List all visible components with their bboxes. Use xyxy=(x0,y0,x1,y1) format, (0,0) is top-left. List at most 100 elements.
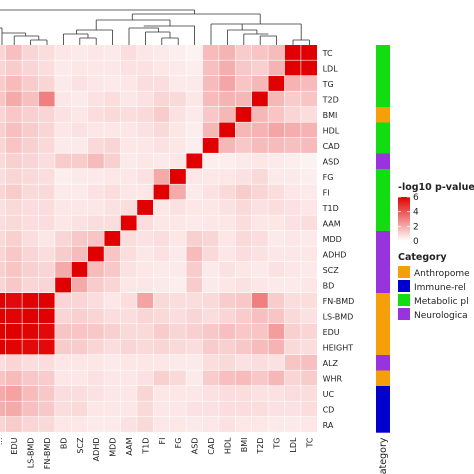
heatmap-cell xyxy=(202,231,219,246)
heatmap-cell xyxy=(219,308,235,324)
heatmap-cell xyxy=(235,277,252,293)
heatmap-cell xyxy=(252,246,268,262)
heatmap-cell xyxy=(153,60,170,76)
column-label: ADHD xyxy=(92,438,101,462)
heatmap-cell xyxy=(202,122,219,138)
heatmap-cell xyxy=(170,355,186,370)
heatmap-cell xyxy=(88,355,104,370)
category-bar-segment xyxy=(376,401,390,418)
heatmap-cell xyxy=(186,200,203,215)
heatmap-cell xyxy=(153,231,170,246)
heatmap-cell xyxy=(153,262,170,277)
heatmap-cell xyxy=(170,184,186,200)
category-legend-label: Immune-rel xyxy=(414,283,466,293)
heatmap-cell xyxy=(104,107,121,122)
heatmap-cell xyxy=(6,122,22,138)
heatmap-cell xyxy=(170,339,186,355)
category-legend-swatch xyxy=(398,308,410,320)
heatmap-cell xyxy=(219,401,235,417)
heatmap-cell xyxy=(6,200,22,215)
heatmap-cell xyxy=(88,60,104,76)
heatmap-cell xyxy=(55,200,71,215)
heatmap-cell xyxy=(88,386,104,401)
heatmap-cell xyxy=(202,417,219,432)
heatmap-cell xyxy=(0,200,6,215)
heatmap-cell xyxy=(153,215,170,231)
heatmap-cell xyxy=(137,401,153,417)
heatmap-cell xyxy=(219,91,235,107)
heatmap-cell xyxy=(88,138,104,153)
heatmap-cell xyxy=(38,107,55,122)
heatmap-cell xyxy=(202,76,219,91)
heatmap-cell xyxy=(284,107,301,122)
heatmap-cell xyxy=(219,293,235,308)
heatmap-cell xyxy=(268,355,285,370)
heatmap-cell xyxy=(170,45,186,60)
row-label: CD xyxy=(323,405,335,414)
heatmap-cell xyxy=(55,76,71,91)
heatmap-cell xyxy=(235,138,252,153)
heatmap-cell xyxy=(284,246,301,262)
heatmap-cell xyxy=(55,386,71,401)
heatmap-cell xyxy=(88,339,104,355)
category-bar-segment xyxy=(376,215,390,232)
heatmap-cell xyxy=(0,355,6,370)
heatmap-cell xyxy=(71,293,88,308)
heatmap-cell xyxy=(120,107,137,122)
heatmap-cell xyxy=(235,339,252,355)
heatmap-cell xyxy=(38,355,55,370)
row-label: FI xyxy=(323,188,330,197)
heatmap-cell xyxy=(219,76,235,91)
heatmap-cell xyxy=(202,386,219,401)
heatmap-cell xyxy=(6,231,22,246)
heatmap-cell xyxy=(38,370,55,386)
heatmap-cell xyxy=(22,200,39,215)
heatmap-cell xyxy=(120,215,137,231)
heatmap-cell xyxy=(284,370,301,386)
heatmap-cell xyxy=(104,262,121,277)
heatmap-cell xyxy=(0,153,6,169)
column-label: HDL xyxy=(223,437,232,454)
heatmap-cell xyxy=(219,107,235,122)
heatmap-cell xyxy=(186,107,203,122)
heatmap-cell xyxy=(137,107,153,122)
heatmap-cell xyxy=(219,60,235,76)
heatmap-cell xyxy=(170,169,186,184)
heatmap-cell xyxy=(6,370,22,386)
heatmap-cell xyxy=(55,339,71,355)
heatmap-cell xyxy=(71,122,88,138)
heatmap-cell xyxy=(284,386,301,401)
heatmap-cell xyxy=(186,169,203,184)
row-label: AAM xyxy=(323,219,341,228)
column-label: BD xyxy=(59,438,68,450)
heatmap-cell xyxy=(22,60,39,76)
category-bar-segment xyxy=(376,138,390,154)
heatmap-cell xyxy=(186,91,203,107)
heatmap-cell xyxy=(55,122,71,138)
heatmap-cell xyxy=(55,45,71,60)
heatmap-cell xyxy=(22,324,39,339)
heatmap-cell xyxy=(301,153,317,169)
heatmap-cell xyxy=(186,246,203,262)
heatmap-cell xyxy=(235,417,252,432)
heatmap-cell xyxy=(153,370,170,386)
heatmap-cell xyxy=(186,231,203,246)
heatmap-cell xyxy=(284,76,301,91)
heatmap-cell xyxy=(219,138,235,153)
heatmap-cell xyxy=(284,293,301,308)
row-label: T2D xyxy=(322,95,339,104)
heatmap-cell xyxy=(268,215,285,231)
heatmap-cell xyxy=(0,386,6,401)
heatmap-cell xyxy=(55,262,71,277)
row-label: MDD xyxy=(323,235,342,244)
heatmap-cell xyxy=(0,184,6,200)
row-label: WHR xyxy=(323,374,343,383)
heatmap-cell xyxy=(71,277,88,293)
heatmap-cell xyxy=(6,107,22,122)
heatmap-cell xyxy=(186,184,203,200)
heatmap-cell xyxy=(120,122,137,138)
heatmap-cell xyxy=(219,200,235,215)
heatmap-cell xyxy=(120,138,137,153)
heatmap-cell xyxy=(252,153,268,169)
